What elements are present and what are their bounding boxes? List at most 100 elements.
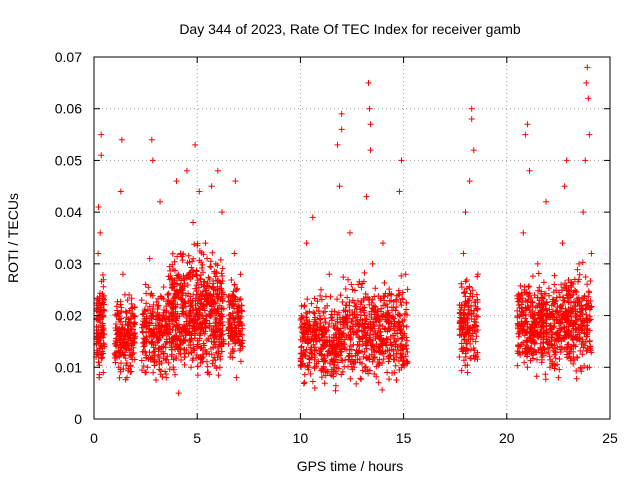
data-point <box>233 331 240 338</box>
data-point <box>225 294 232 301</box>
data-point <box>317 348 324 355</box>
y-axis-tick-labels: 0 0.01 0.02 0.03 0.04 0.05 0.06 0.07 <box>55 49 82 427</box>
data-point <box>97 302 104 309</box>
data-point <box>160 309 167 316</box>
data-point <box>225 292 232 299</box>
data-point <box>126 291 133 298</box>
data-point <box>339 357 346 364</box>
data-point <box>220 291 227 298</box>
data-point <box>342 308 349 315</box>
data-point <box>320 309 327 316</box>
data-point <box>204 369 211 376</box>
data-point <box>579 336 586 343</box>
data-point <box>186 318 193 325</box>
data-point <box>183 167 190 174</box>
data-point <box>585 95 592 102</box>
data-point <box>326 320 333 327</box>
x-tick-label: 0 <box>90 430 98 446</box>
data-point <box>306 356 313 363</box>
data-point <box>339 298 346 305</box>
data-point <box>538 359 545 366</box>
data-point <box>343 346 350 353</box>
data-point <box>195 325 202 332</box>
data-point <box>569 322 576 329</box>
data-point <box>129 326 136 333</box>
data-point <box>218 341 225 348</box>
data-point <box>558 338 565 345</box>
data-point <box>570 360 577 367</box>
data-point <box>198 249 205 256</box>
data-point <box>568 320 575 327</box>
data-point <box>568 357 575 364</box>
data-point <box>231 293 238 300</box>
data-point <box>190 317 197 324</box>
data-point <box>197 329 204 336</box>
data-point <box>158 343 165 350</box>
data-point <box>543 299 550 306</box>
data-point <box>216 364 223 371</box>
data-point <box>160 350 167 357</box>
data-point <box>522 318 529 325</box>
data-point <box>205 274 212 281</box>
data-point <box>460 318 467 325</box>
data-point <box>584 316 591 323</box>
data-point <box>96 345 103 352</box>
data-point <box>297 362 304 369</box>
data-point <box>370 306 377 313</box>
data-point <box>457 310 464 317</box>
data-point <box>204 255 211 262</box>
data-point <box>546 344 553 351</box>
data-point <box>342 302 349 309</box>
data-point <box>152 312 159 319</box>
data-point <box>320 336 327 343</box>
data-point <box>121 343 128 350</box>
data-point <box>377 297 384 304</box>
data-point <box>232 315 239 322</box>
data-point <box>121 349 128 356</box>
data-point <box>300 347 307 354</box>
data-point <box>381 279 388 286</box>
data-point <box>358 328 365 335</box>
data-point <box>202 317 209 324</box>
data-point <box>466 283 473 290</box>
data-point <box>341 315 348 322</box>
data-point <box>366 367 373 374</box>
data-point <box>188 364 195 371</box>
data-point <box>392 362 399 369</box>
data-point <box>402 341 409 348</box>
data-point <box>234 305 241 312</box>
data-point <box>124 374 131 381</box>
data-point <box>561 284 568 291</box>
data-point <box>395 287 402 294</box>
data-point <box>166 276 173 283</box>
data-point <box>112 351 119 358</box>
data-point <box>162 318 169 325</box>
data-point <box>202 287 209 294</box>
axis-ticks <box>93 56 611 420</box>
data-point <box>305 328 312 335</box>
data-point <box>174 253 181 260</box>
data-point <box>93 308 100 315</box>
data-point <box>399 354 406 361</box>
data-point <box>576 335 583 342</box>
data-point <box>527 302 534 309</box>
data-point <box>204 363 211 370</box>
plot-area-frame <box>93 56 611 420</box>
data-point <box>467 332 474 339</box>
y-axis-label: ROTI / TECUs <box>5 193 21 283</box>
data-point <box>539 294 546 301</box>
data-point <box>558 344 565 351</box>
data-point <box>379 359 386 366</box>
data-point <box>551 365 558 372</box>
data-point <box>329 358 336 365</box>
data-point <box>404 359 411 366</box>
data-point <box>151 362 158 369</box>
data-point <box>396 188 403 195</box>
y-tick-label: 0.06 <box>55 101 82 117</box>
data-point <box>387 352 394 359</box>
data-point <box>311 295 318 302</box>
data-point <box>129 351 136 358</box>
data-point <box>330 345 337 352</box>
data-point <box>472 322 479 329</box>
data-point <box>112 337 119 344</box>
